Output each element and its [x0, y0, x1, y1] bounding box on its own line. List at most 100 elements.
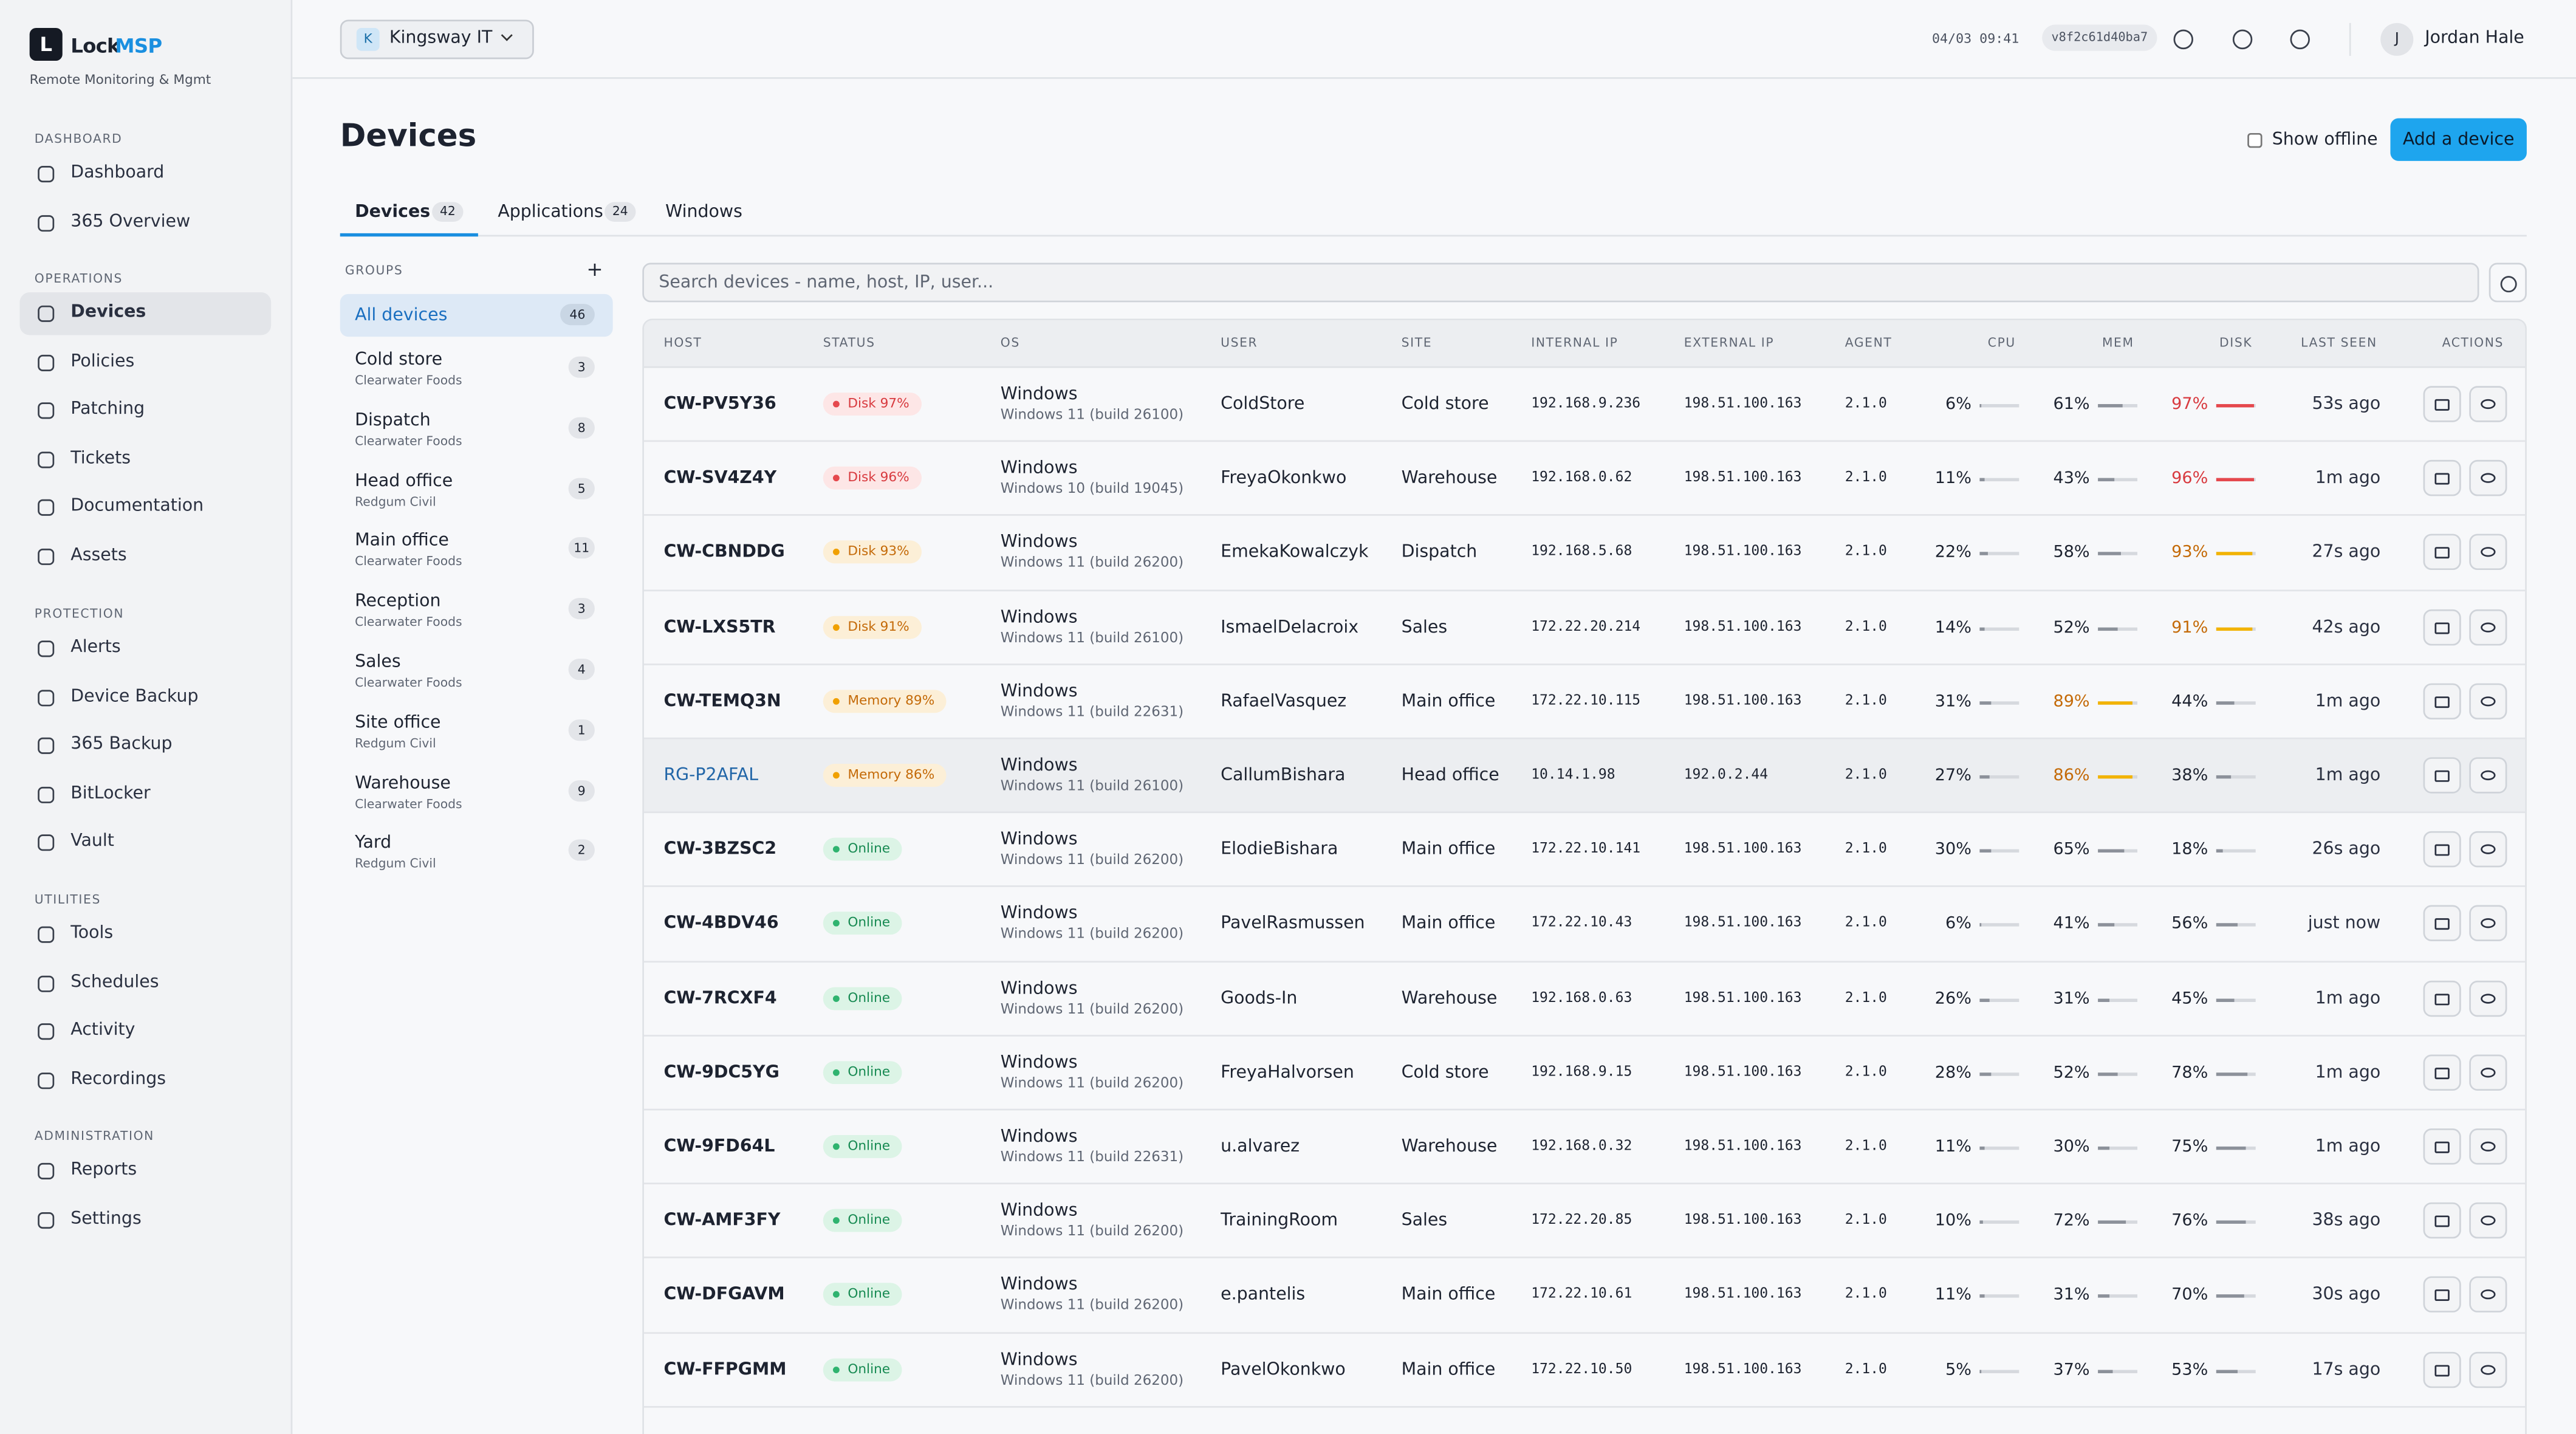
remote-button[interactable]: [2423, 1202, 2461, 1239]
nav-item[interactable]: Patching: [19, 389, 271, 432]
nav-item[interactable]: Activity: [19, 1010, 271, 1053]
last-seen: 1m ago: [2315, 468, 2381, 489]
nav-item[interactable]: Schedules: [19, 962, 271, 1004]
nav-item[interactable]: Tickets: [19, 438, 271, 481]
view-button[interactable]: [2469, 386, 2507, 422]
group-all[interactable]: All devices 46: [340, 293, 613, 337]
remote-button[interactable]: [2423, 831, 2461, 868]
tab[interactable]: Devices: [355, 202, 431, 222]
remote-button[interactable]: [2423, 905, 2461, 942]
tab[interactable]: Windows: [665, 202, 742, 222]
view-button[interactable]: [2469, 831, 2507, 868]
nav-item[interactable]: Device Backup: [19, 676, 271, 719]
remote-button[interactable]: [2423, 683, 2461, 719]
button-icon: [2481, 1364, 2496, 1374]
remote-button[interactable]: [2423, 534, 2461, 571]
metric-label: 6%: [1945, 396, 1971, 414]
view-button[interactable]: [2469, 1202, 2507, 1239]
nav-item[interactable]: 365 Backup: [19, 725, 271, 767]
view-button[interactable]: [2469, 1351, 2507, 1388]
nav-item[interactable]: Dashboard: [19, 153, 271, 195]
remote-button[interactable]: [2423, 1351, 2461, 1388]
view-button[interactable]: [2469, 683, 2507, 719]
group-item[interactable]: Site office Redgum Civil 1: [340, 708, 613, 761]
view-button[interactable]: [2469, 1128, 2507, 1165]
checkbox[interactable]: [2247, 132, 2263, 148]
remote-button[interactable]: [2423, 757, 2461, 794]
group-item[interactable]: Cold store Clearwater Foods 3: [340, 345, 613, 398]
remote-button[interactable]: [2423, 460, 2461, 496]
group-item[interactable]: Head office Redgum Civil 5: [340, 466, 613, 519]
view-button[interactable]: [2469, 608, 2507, 645]
nav-item[interactable]: Vault: [19, 822, 271, 865]
view-button[interactable]: [2469, 979, 2507, 1017]
nav-item[interactable]: Assets: [19, 535, 271, 578]
remote-button[interactable]: [2423, 979, 2461, 1017]
remote-button[interactable]: [2423, 386, 2461, 422]
view-button[interactable]: [2469, 757, 2507, 794]
group-item[interactable]: Sales Clearwater Foods 4: [340, 647, 613, 700]
table-row[interactable]: CW-9DC5YG Online Windows Windows 11 (build …: [644, 1036, 2526, 1111]
settings-button[interactable]: [2489, 262, 2527, 303]
remote-button[interactable]: [2423, 1054, 2461, 1091]
view-button[interactable]: [2469, 1054, 2507, 1091]
bar-track: [2098, 478, 2138, 482]
nav-item[interactable]: BitLocker: [19, 774, 271, 816]
table-row[interactable]: CW-TEMQ3N Memory 89% Windows Windows 11 (bu…: [644, 665, 2526, 739]
tenant-selector[interactable]: K Kingsway IT: [340, 19, 534, 60]
nav-item[interactable]: Settings: [19, 1198, 271, 1241]
nav-item[interactable]: Devices: [19, 292, 272, 335]
nav-item[interactable]: Alerts: [19, 628, 271, 670]
bar-fill: [2098, 1146, 2110, 1150]
table-row[interactable]: CW-PV5Y36 Disk 97% Windows Windows 11 (buil…: [644, 368, 2526, 442]
tab[interactable]: Applications: [498, 202, 603, 222]
group-name: All devices: [355, 305, 448, 326]
table-row[interactable]: CW-AMF3FY Online Windows Windows 11 (build …: [644, 1185, 2526, 1259]
table-row[interactable]: CW-FFPGMM Online Windows Windows 11 (build …: [644, 1333, 2526, 1408]
remote-button[interactable]: [2423, 1128, 2461, 1165]
table-row[interactable]: CW-3BZSC2 Online Windows Windows 11 (build …: [644, 814, 2526, 888]
site: Cold store: [1401, 394, 1489, 414]
nav-item[interactable]: Documentation: [19, 487, 271, 529]
group-item[interactable]: Warehouse Clearwater Foods 9: [340, 768, 613, 821]
remote-button[interactable]: [2423, 1277, 2461, 1313]
remote-button[interactable]: [2423, 608, 2461, 645]
nav-item[interactable]: Tools: [19, 913, 271, 956]
nav-item[interactable]: Recordings: [19, 1059, 271, 1102]
group-item[interactable]: Main office Clearwater Foods 11: [340, 526, 613, 579]
os: Windows: [1000, 829, 1078, 850]
table-row[interactable]: CW-4BDV46 Online Windows Windows 11 (build …: [644, 888, 2526, 962]
table-row[interactable]: CW-9FD64L Online Windows Windows 11 (build …: [644, 1110, 2526, 1185]
bar-fill: [1979, 701, 1992, 705]
table-row[interactable]: CW-SV4Z4Y Disk 96% Windows Windows 10 (buil…: [644, 442, 2526, 516]
table-row[interactable]: CW-LXS5TR Disk 91% Windows Windows 11 (buil…: [644, 591, 2526, 665]
nav-item[interactable]: Reports: [19, 1150, 271, 1192]
icon-button[interactable]: [2290, 29, 2310, 50]
search-box[interactable]: Search devices - name, host, IP, user...: [642, 262, 2479, 303]
view-button[interactable]: [2469, 534, 2507, 571]
group-add[interactable]: +: [586, 258, 603, 281]
nav-icon: [38, 1072, 55, 1089]
group-count: 5: [568, 477, 595, 499]
bar-fill: [2216, 1072, 2247, 1076]
view-button[interactable]: [2469, 1277, 2507, 1313]
view-button[interactable]: [2469, 460, 2507, 496]
group-item[interactable]: Dispatch Clearwater Foods 8: [340, 405, 613, 458]
table-row[interactable]: CW-CBNDDG Disk 93% Windows Windows 11 (buil…: [644, 516, 2526, 591]
icon-button[interactable]: [2173, 29, 2193, 50]
status-label: Disk 91%: [848, 619, 909, 634]
button-icon: [2481, 473, 2496, 484]
icon-button[interactable]: [2232, 29, 2253, 50]
group-item[interactable]: Yard Redgum Civil 2: [340, 829, 613, 882]
nav-label: Vault: [70, 831, 114, 852]
table-row[interactable]: RG-P2AFAL Memory 86% Windows Windows 11 (bu…: [644, 739, 2526, 814]
column-header: MEM: [2102, 335, 2134, 350]
nav-item[interactable]: Policies: [19, 341, 271, 383]
metric-label: 11%: [1934, 470, 1971, 489]
view-button[interactable]: [2469, 905, 2507, 942]
add-button[interactable]: Add a device: [2390, 118, 2527, 161]
table-row[interactable]: CW-7RCXF4 Online Windows Windows 11 (build …: [644, 962, 2526, 1037]
table-row[interactable]: CW-DFGAVM Online Windows Windows 11 (build …: [644, 1259, 2526, 1333]
group-item[interactable]: Reception Clearwater Foods 3: [340, 587, 613, 640]
nav-item[interactable]: 365 Overview: [19, 201, 271, 244]
